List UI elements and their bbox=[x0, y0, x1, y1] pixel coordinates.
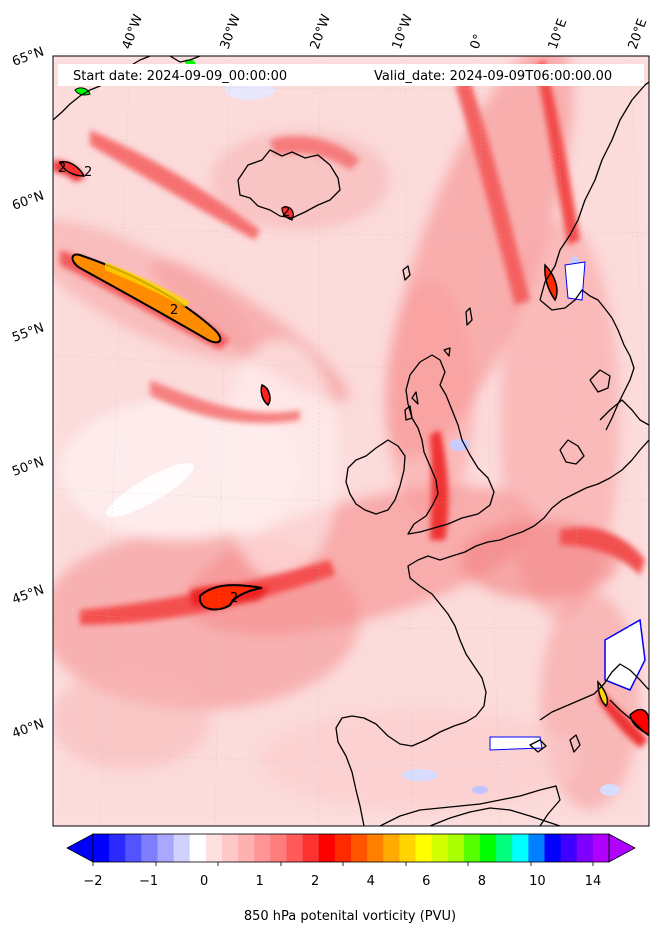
colorbar-segment bbox=[447, 834, 465, 862]
contour-label: 2 bbox=[230, 591, 238, 606]
lat-label: 60°N bbox=[10, 188, 46, 213]
colorbar-segment bbox=[512, 834, 529, 862]
colorbar-segment bbox=[480, 834, 497, 862]
colorbar-tick-label: 4 bbox=[367, 874, 375, 889]
colorbar-segment bbox=[254, 834, 271, 862]
colorbar-segment bbox=[205, 834, 223, 862]
lat-label: 45°N bbox=[10, 582, 46, 607]
lon-label: 40°W bbox=[120, 12, 146, 51]
colorbar-tick-label: 14 bbox=[585, 874, 602, 889]
contour-label: 2 bbox=[58, 161, 66, 176]
colorbar-segment bbox=[383, 834, 400, 862]
lat-label: 65°N bbox=[10, 44, 46, 69]
coastline-europe-mainland bbox=[335, 439, 649, 826]
colorbar-tick-label: 2 bbox=[311, 874, 319, 889]
colorbar-segment bbox=[109, 834, 126, 862]
colorbar-segment bbox=[93, 834, 110, 862]
colorbar-segment bbox=[270, 834, 288, 862]
colorbar-segment bbox=[576, 834, 594, 862]
pv-field bbox=[53, 56, 649, 826]
start-date-label: Start date: 2024-09-09_00:00:00 bbox=[73, 69, 287, 84]
colorbar-segment bbox=[351, 834, 368, 862]
colorbar-frame bbox=[92, 833, 610, 863]
colorbar-extend-max bbox=[608, 833, 636, 863]
map-panel: 2 2 2 2 2 Start date: 2024-09-09_00:00:0… bbox=[53, 56, 649, 826]
colorbar bbox=[66, 833, 636, 866]
colorbar-segment bbox=[399, 834, 417, 862]
colorbar-segment bbox=[592, 834, 610, 862]
colorbar-tick-label: −2 bbox=[83, 874, 102, 889]
valid-date-label: Valid_date: 2024-09-09T06:00:00.00 bbox=[374, 69, 612, 84]
colorbar-ticks: −2 −1 0 1 2 4 6 8 10 14 bbox=[83, 874, 601, 889]
contour-filament-atlantic-south bbox=[198, 584, 263, 611]
colorbar-segment bbox=[528, 834, 546, 862]
coastline-great-britain bbox=[405, 354, 495, 535]
colorbar-tick-label: 10 bbox=[529, 874, 546, 889]
colorbar-segment bbox=[463, 834, 481, 862]
colorbar-segment bbox=[334, 834, 352, 862]
colorbar-segment bbox=[189, 834, 207, 862]
colorbar-segment bbox=[544, 834, 562, 862]
colorbar-segment bbox=[157, 834, 175, 862]
lon-label: 30°W bbox=[218, 12, 244, 51]
contour-labels: 2 2 2 2 2 bbox=[58, 161, 290, 606]
colorbar-segment bbox=[496, 834, 513, 862]
lat-label: 55°N bbox=[10, 320, 46, 345]
colorbar-extend-min bbox=[66, 833, 94, 863]
colorbar-tick-label: 8 bbox=[478, 874, 486, 889]
latitude-labels: 65°N 60°N 55°N 50°N 45°N 40°N bbox=[10, 44, 46, 741]
lon-label: 20°E bbox=[626, 17, 651, 52]
colorbar-segment bbox=[222, 834, 239, 862]
colorbar-title: 850 hPa potenital vorticity (PVU) bbox=[244, 909, 456, 924]
colorbar-segment bbox=[286, 834, 304, 862]
longitude-labels: 40°W 30°W 20°W 10°W 0° 10°E 20°E bbox=[120, 12, 651, 51]
coastlines bbox=[53, 56, 649, 826]
coastline-scandinavia bbox=[539, 81, 649, 431]
contour-label: 2 bbox=[282, 205, 290, 220]
coastline-iceland bbox=[237, 149, 341, 219]
colorbar-segment bbox=[318, 834, 336, 862]
lon-label: 10°E bbox=[546, 17, 571, 52]
colorbar-segment bbox=[431, 834, 449, 862]
colorbar-segment bbox=[560, 834, 578, 862]
lat-label: 50°N bbox=[10, 454, 46, 479]
header-box bbox=[58, 64, 644, 86]
colorbar-tick-label: 1 bbox=[256, 874, 264, 889]
lon-label: 20°W bbox=[308, 12, 334, 51]
colorbar-segment bbox=[141, 834, 159, 862]
graticule bbox=[53, 56, 649, 826]
colorbar-segment bbox=[415, 834, 433, 862]
lat-label: 40°N bbox=[10, 716, 46, 741]
contour-label: 2 bbox=[170, 303, 178, 318]
map-frame bbox=[52, 55, 650, 827]
lon-label: 0° bbox=[468, 32, 487, 51]
colorbar-segment bbox=[302, 834, 320, 862]
colorbar-segment bbox=[367, 834, 384, 862]
colorbar-segment bbox=[173, 834, 191, 862]
colorbar-tick-label: −1 bbox=[139, 874, 158, 889]
lon-label: 10°W bbox=[390, 12, 416, 51]
colorbar-segment bbox=[238, 834, 255, 862]
colorbar-tick-label: 0 bbox=[200, 874, 208, 889]
contour-label: 2 bbox=[84, 165, 92, 180]
colorbar-segment bbox=[125, 834, 142, 862]
colorbar-tick-label: 6 bbox=[422, 874, 430, 889]
coastline-ireland bbox=[345, 439, 406, 515]
